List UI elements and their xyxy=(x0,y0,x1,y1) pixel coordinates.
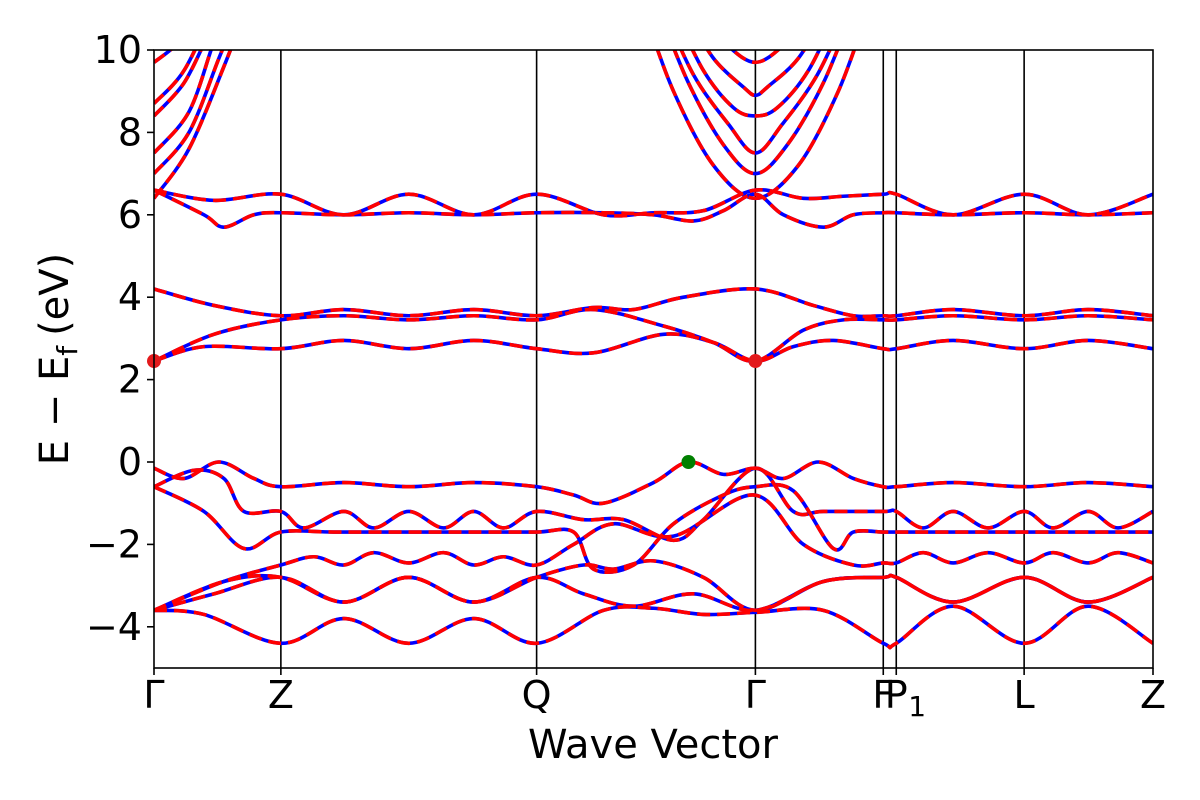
x-tick-label: Z xyxy=(268,673,294,717)
x-tick-label: Γ xyxy=(745,673,766,717)
x-tick-label: F xyxy=(872,673,894,717)
x-tick-label: L xyxy=(1014,673,1035,717)
band-line-dashed xyxy=(154,460,1153,506)
y-tick-label: 10 xyxy=(94,28,142,72)
y-tick-label: 2 xyxy=(118,358,142,402)
band-line-dashed xyxy=(154,482,1153,575)
band-line-dashed xyxy=(154,50,174,64)
y-tick-label: 8 xyxy=(118,110,142,154)
x-axis-title: Wave Vector xyxy=(528,722,779,768)
y-axis-title: E − Ef (eV) xyxy=(32,253,84,466)
band-line-dashed xyxy=(729,50,781,65)
band-line-dashed xyxy=(154,466,1153,543)
band-line-dashed xyxy=(154,188,1153,218)
band-extremum-marker xyxy=(748,354,763,369)
y-tick-label: −4 xyxy=(86,605,142,649)
x-tick-label: Z xyxy=(1140,673,1166,717)
y-tick-label: −2 xyxy=(86,522,142,566)
y-tick-label: 0 xyxy=(118,440,142,484)
band-line-solid xyxy=(154,50,203,118)
y-axis: −4 −2 0 2 4 6 8 10 xyxy=(86,28,154,649)
y-tick-label: 4 xyxy=(118,275,142,319)
y-axis-title-sub: f xyxy=(51,345,84,356)
band-line-dashed xyxy=(154,50,233,200)
band-line-dashed xyxy=(154,50,197,105)
x-tick-label: Q xyxy=(522,673,552,717)
plot-background xyxy=(154,50,1153,668)
band-line-dashed xyxy=(655,50,857,201)
band-line-dashed xyxy=(154,50,225,175)
band-extremum-marker xyxy=(681,455,696,469)
band-line-dashed xyxy=(154,493,1153,612)
band-series-dashed xyxy=(154,50,1153,650)
y-tick-label: 6 xyxy=(118,193,142,237)
band-line-dashed xyxy=(154,332,1153,363)
band-line-dashed xyxy=(154,604,1153,650)
plot-frame xyxy=(153,49,1154,669)
band-line-dashed xyxy=(690,50,822,118)
band-line-dashed xyxy=(154,188,1153,229)
x-tick-label: P xyxy=(885,673,908,717)
band-line-dashed xyxy=(672,50,840,176)
band-line-solid xyxy=(154,286,1153,319)
band-line-dashed xyxy=(154,50,213,155)
y-axis-title-main: E − E xyxy=(32,356,78,466)
band-line-dashed xyxy=(705,50,807,98)
x-tick-label-subscript: 1 xyxy=(908,690,926,723)
band-line-dashed xyxy=(154,559,1153,613)
x-axis: Γ Z Q Γ FP 1 L Z xyxy=(143,668,1166,723)
x-tick-label: Γ xyxy=(143,673,164,717)
y-axis-title-unit: (eV) xyxy=(32,253,78,336)
band-line-dashed xyxy=(679,50,832,155)
